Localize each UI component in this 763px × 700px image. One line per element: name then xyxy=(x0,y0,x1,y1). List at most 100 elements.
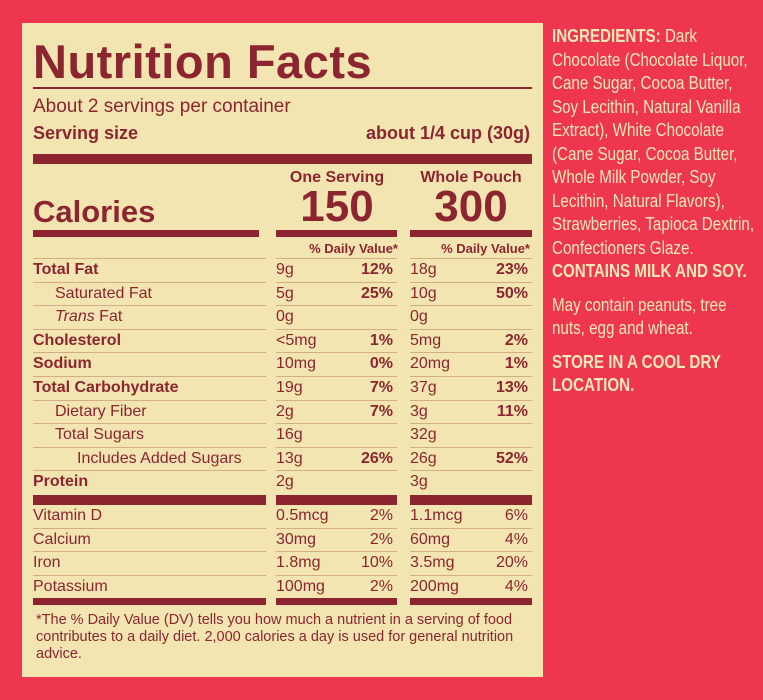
row-divider xyxy=(410,281,532,283)
vitamin-daily-value: 10% xyxy=(360,554,393,572)
nutrient-name: Total Sugars xyxy=(55,426,144,444)
vitamin-daily-value: 2% xyxy=(369,530,393,548)
nutrient-daily-value: 25% xyxy=(360,284,393,302)
nutrient-amount: 2g xyxy=(276,473,294,491)
serving-size-label: Serving size xyxy=(33,123,139,143)
row-divider xyxy=(276,328,397,330)
row-divider xyxy=(410,551,532,553)
row-divider xyxy=(276,258,397,259)
nutrient-name: Dietary Fiber xyxy=(55,402,147,420)
nutrient-name: Saturated Fat xyxy=(55,284,152,302)
nutrient-amount: 10mg xyxy=(276,355,317,373)
nutrient-amount: 5mg xyxy=(410,331,442,349)
row-divider xyxy=(276,574,397,576)
nutrient-daily-value: 13% xyxy=(495,379,528,396)
row-divider xyxy=(33,527,266,529)
calories-bar xyxy=(33,230,259,237)
nutrient-amount: 13g xyxy=(276,449,303,467)
column-heading-whole-pouch: Whole Pouch xyxy=(420,169,522,186)
nutrient-name: Protein xyxy=(33,473,89,491)
row-divider xyxy=(33,328,266,330)
nutrient-amount: 37g xyxy=(410,379,437,396)
row-divider xyxy=(33,470,266,472)
nutrition-facts-title: Nutrition Facts xyxy=(33,35,373,88)
nutrient-daily-value: 50% xyxy=(495,284,528,302)
nutrient-daily-value: 26% xyxy=(360,449,393,467)
vitamin-name: Calcium xyxy=(33,530,91,548)
nutrient-name: Cholesterol xyxy=(33,331,122,349)
vitamin-amount: 1.1mcg xyxy=(410,507,463,524)
vitamin-amount: 100mg xyxy=(276,577,325,595)
vitamin-amount: 1.8mg xyxy=(276,554,321,572)
thick-divider xyxy=(410,495,532,505)
calories-whole-pouch: 300 xyxy=(434,182,508,231)
nutrient-amount: <5mg xyxy=(276,331,317,349)
nutrient-amount: 0g xyxy=(410,308,428,326)
footnote: *The % Daily Value (DV) tells you how mu… xyxy=(36,612,514,662)
nutrient-amount: 19g xyxy=(276,379,303,396)
divider xyxy=(33,87,532,89)
vitamin-name: Potassium xyxy=(33,577,108,595)
thick-divider xyxy=(33,154,532,164)
nutrient-name: Total Carbohydrate xyxy=(33,379,179,396)
nutrient-daily-value: 7% xyxy=(369,379,393,396)
row-divider xyxy=(410,446,532,448)
nutrient-daily-value: 12% xyxy=(360,261,393,278)
row-divider xyxy=(276,399,397,401)
nutrient-name: Includes Added Sugars xyxy=(77,449,242,467)
vitamin-amount: 60mg xyxy=(410,530,451,548)
row-divider xyxy=(410,305,532,307)
vitamin-daily-value: 4% xyxy=(504,530,528,548)
trans-italic: Trans xyxy=(55,308,95,326)
nutrient-amount: 32g xyxy=(410,426,437,444)
nutrient-amount: 10g xyxy=(410,284,437,302)
may-contain-statement: May contain peanuts, tree nuts, egg and … xyxy=(552,293,727,339)
row-divider xyxy=(410,352,532,354)
nutrient-daily-value: 2% xyxy=(504,331,528,349)
row-divider xyxy=(276,527,397,529)
thick-divider xyxy=(410,598,532,605)
nutrient-name: Trans Fat xyxy=(55,308,123,326)
row-divider xyxy=(33,446,266,448)
ingredients-text: Dark Chocolate (Chocolate Liquor, Cane S… xyxy=(552,25,755,258)
nutrient-daily-value: 23% xyxy=(495,261,528,278)
nutrient-amount: 20mg xyxy=(410,355,451,373)
ingredients: INGREDIENTS: Dark Chocolate (Chocolate L… xyxy=(552,24,762,283)
row-divider xyxy=(410,376,532,377)
row-divider xyxy=(33,281,266,283)
row-divider xyxy=(410,399,532,401)
nutrient-amount: 3g xyxy=(410,402,428,420)
nutrition-facts-panel xyxy=(22,23,543,677)
row-divider xyxy=(276,376,397,377)
nutrient-amount: 26g xyxy=(410,449,437,467)
allergen-statement: CONTAINS MILK AND SOY. xyxy=(552,260,747,281)
row-divider xyxy=(33,399,266,401)
nutrient-amount: 5g xyxy=(276,284,294,302)
serving-size-value: about 1/4 cup (30g) xyxy=(365,123,530,143)
row-divider xyxy=(33,423,266,425)
row-divider xyxy=(276,470,397,472)
row-divider xyxy=(33,305,266,307)
vitamin-daily-value: 6% xyxy=(504,507,528,524)
nutrient-amount: 9g xyxy=(276,261,294,278)
nutrient-amount: 3g xyxy=(410,473,428,491)
row-divider xyxy=(410,328,532,330)
servings-per-container: About 2 servings per container xyxy=(33,96,291,117)
nutrient-daily-value: 1% xyxy=(369,331,393,349)
vitamin-amount: 30mg xyxy=(276,530,317,548)
row-divider xyxy=(410,574,532,576)
thick-divider xyxy=(33,598,266,605)
row-divider xyxy=(276,551,397,553)
row-divider xyxy=(33,574,266,576)
vitamin-name: Iron xyxy=(33,554,61,572)
row-divider xyxy=(410,527,532,529)
vitamin-amount: 200mg xyxy=(410,577,459,595)
row-divider xyxy=(410,470,532,472)
nutrient-amount: 0g xyxy=(276,308,294,326)
daily-value-heading: % Daily Value* xyxy=(441,241,530,256)
ingredients-label: INGREDIENTS: xyxy=(552,25,661,46)
nutrient-amount: 2g xyxy=(276,402,294,420)
row-divider xyxy=(276,446,397,448)
daily-value-heading: % Daily Value* xyxy=(309,241,398,256)
row-divider xyxy=(410,423,532,425)
